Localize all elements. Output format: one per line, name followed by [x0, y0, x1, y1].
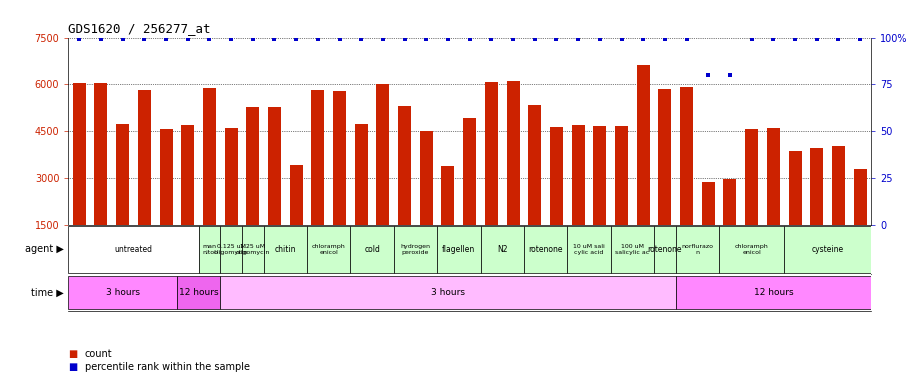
Bar: [567, 226, 610, 273]
Bar: [159, 129, 172, 225]
Bar: [766, 128, 779, 225]
Bar: [441, 166, 454, 225]
Bar: [485, 82, 497, 225]
Text: agent ▶: agent ▶: [25, 244, 64, 254]
Bar: [809, 147, 823, 225]
Bar: [788, 151, 801, 225]
Bar: [224, 128, 238, 225]
Text: rotenone: rotenone: [527, 245, 562, 254]
Bar: [831, 146, 844, 225]
Bar: [376, 84, 389, 225]
Bar: [138, 90, 150, 225]
Text: percentile rank within the sample: percentile rank within the sample: [85, 362, 250, 372]
Bar: [181, 125, 194, 225]
Text: 100 uM
salicylic ac: 100 uM salicylic ac: [615, 244, 649, 255]
Bar: [354, 124, 367, 225]
Text: 12 hours: 12 hours: [179, 288, 218, 297]
Text: N2: N2: [496, 245, 507, 254]
Bar: [680, 87, 692, 225]
Bar: [263, 226, 307, 273]
Bar: [675, 226, 719, 273]
Text: GDS1620 / 256277_at: GDS1620 / 256277_at: [68, 22, 210, 35]
Bar: [73, 82, 86, 225]
Bar: [394, 226, 436, 273]
Text: cold: cold: [363, 245, 380, 254]
Bar: [549, 127, 562, 225]
Text: 3 hours: 3 hours: [431, 288, 465, 297]
Bar: [463, 118, 476, 225]
Text: ■: ■: [68, 350, 77, 359]
Bar: [202, 87, 216, 225]
Bar: [853, 170, 865, 225]
Bar: [350, 226, 394, 273]
Bar: [68, 276, 177, 309]
Text: time ▶: time ▶: [31, 288, 64, 297]
Text: cysteine: cysteine: [811, 245, 843, 254]
Bar: [116, 124, 129, 225]
Text: 10 uM sali
cylic acid: 10 uM sali cylic acid: [572, 244, 604, 255]
Text: chitin: chitin: [274, 245, 296, 254]
Bar: [307, 226, 350, 273]
Bar: [268, 107, 281, 225]
Bar: [436, 226, 480, 273]
Bar: [220, 226, 241, 273]
Text: hydrogen
peroxide: hydrogen peroxide: [400, 244, 430, 255]
Text: 1.25 uM
oligomycin: 1.25 uM oligomycin: [235, 244, 270, 255]
Bar: [419, 131, 433, 225]
Bar: [199, 226, 220, 273]
Bar: [241, 226, 263, 273]
Bar: [610, 226, 653, 273]
Bar: [333, 91, 345, 225]
Text: 3 hours: 3 hours: [106, 288, 139, 297]
Bar: [744, 129, 757, 225]
Bar: [701, 182, 714, 225]
Bar: [783, 226, 870, 273]
Bar: [398, 106, 411, 225]
Text: 0.125 uM
oligomycin: 0.125 uM oligomycin: [214, 244, 248, 255]
Bar: [593, 126, 606, 225]
Bar: [722, 179, 736, 225]
Bar: [506, 81, 519, 225]
Bar: [523, 226, 567, 273]
Text: untreated: untreated: [115, 245, 152, 254]
Bar: [95, 83, 107, 225]
Text: count: count: [85, 350, 112, 359]
Text: ■: ■: [68, 362, 77, 372]
Bar: [571, 125, 584, 225]
Bar: [636, 65, 649, 225]
Text: chloramph
enicol: chloramph enicol: [734, 244, 768, 255]
Text: rotenone: rotenone: [647, 245, 681, 254]
Bar: [68, 226, 199, 273]
Text: chloramph
enicol: chloramph enicol: [312, 244, 345, 255]
Text: 12 hours: 12 hours: [752, 288, 793, 297]
Bar: [658, 89, 670, 225]
Bar: [480, 226, 523, 273]
Bar: [527, 105, 540, 225]
Bar: [653, 226, 675, 273]
Bar: [614, 126, 628, 225]
Bar: [177, 276, 220, 309]
Text: norflurazo
n: norflurazo n: [681, 244, 712, 255]
Bar: [290, 165, 302, 225]
Bar: [246, 107, 259, 225]
Bar: [719, 226, 783, 273]
Bar: [220, 276, 675, 309]
Bar: [675, 276, 870, 309]
Text: flagellen: flagellen: [442, 245, 475, 254]
Text: man
nitol: man nitol: [202, 244, 216, 255]
Bar: [311, 90, 324, 225]
